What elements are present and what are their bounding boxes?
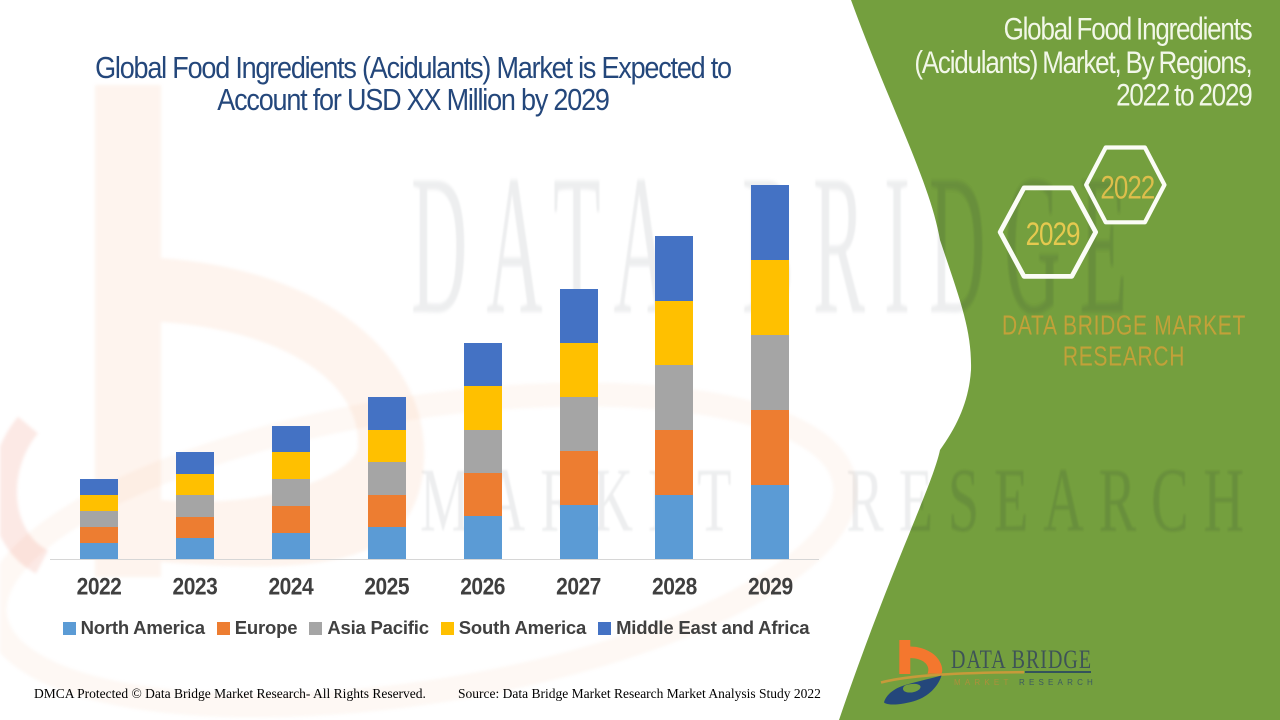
- svg-text:2022: 2022: [1100, 170, 1154, 206]
- svg-text:2029: 2029: [1026, 216, 1080, 252]
